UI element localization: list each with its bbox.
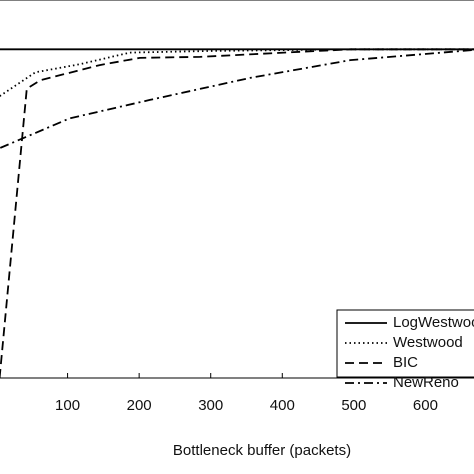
x-tick-label: 400 xyxy=(270,397,295,414)
plot-frame xyxy=(0,0,474,379)
series-line xyxy=(0,48,474,379)
legend-label: LogWestwood xyxy=(393,314,474,331)
x-tick-label: 100 xyxy=(55,397,80,414)
legend-label: NewReno xyxy=(393,374,459,391)
legend-box xyxy=(336,309,474,378)
x-tick-label: 600 xyxy=(413,397,438,414)
series-line xyxy=(0,49,474,149)
x-axis-label: Bottleneck buffer (packets) xyxy=(173,442,351,459)
legend-label: Westwood xyxy=(393,334,463,351)
x-tick-label: 500 xyxy=(341,397,366,414)
x-tick-label: 200 xyxy=(127,397,152,414)
series-line xyxy=(0,48,474,98)
legend-label: BIC xyxy=(393,354,418,371)
x-tick-label: 300 xyxy=(198,397,223,414)
